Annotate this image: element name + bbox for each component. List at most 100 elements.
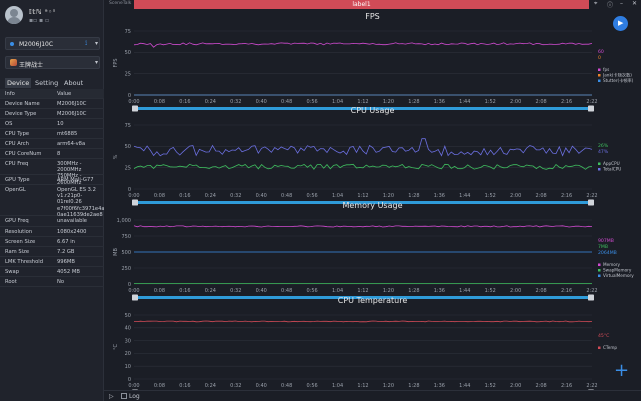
tab-about[interactable]: About [64,79,84,87]
chart-svg: 75 50 25 0% 0:00 0:08 0:16 0:24 0:32 0:40 0:48 0:56… [113,123,621,206]
timeline-scrollbar[interactable] [136,107,590,110]
location-icon[interactable]: ⌖ [594,0,598,7]
timeline-scrollbar[interactable] [136,296,590,299]
username: 𝕀𝕥ℕ ᵃ◦ˢ [29,8,56,16]
legend-label: fps [603,67,609,72]
user-subtitle: ▪▫ ▪ ▫ [29,17,50,24]
y-tick-label: 750 [121,234,131,240]
x-tick-label: 0:00 [128,383,139,389]
info-value: 8 [57,151,61,157]
y-tick-label: 0 [128,93,131,99]
table-row: GPU Type ARM Mali-G77 [0,175,104,185]
device-select[interactable]: M2006J10C ⟟ ▾ [5,37,100,50]
user-profile[interactable]: 𝕀𝕥ℕ ᵃ◦ˢ ▪▫ ▪ ▫ [5,6,99,28]
x-tick-label: 0:16 [179,99,190,105]
info-value: 7.2 GB [57,249,75,255]
x-tick-label: 2:22 [586,288,597,294]
info-key: CPU CoreNum [5,151,42,157]
legend-label: SwapMemory [603,268,632,273]
x-tick-label: 0:40 [256,288,267,294]
avatar[interactable] [5,6,23,24]
x-tick-label: 1:36 [434,383,445,389]
x-tick-label: 1:04 [332,193,343,199]
x-tick-label: 0:00 [128,99,139,105]
header-info: Info [5,91,15,97]
y-axis-label: FPS [113,58,119,67]
info-key: Device Name [5,101,40,107]
scrollbar-handle-right[interactable] [588,105,594,112]
legend-swatch [598,269,601,272]
wifi-icon[interactable]: ⟟ [85,40,88,47]
legend-label: CTemp [603,345,617,350]
x-tick-label: 2:00 [510,193,521,199]
legend-label: Jank(卡顿次数) [602,72,632,79]
scrollbar-handle-left[interactable] [132,105,138,112]
x-tick-label: 0:56 [306,383,317,389]
series-line-fps [133,42,593,48]
scrollbar-handle-right[interactable] [588,294,594,301]
x-tick-label: 0:40 [256,383,267,389]
play-button[interactable]: ▶ [613,16,628,31]
info-key: Device Type [5,111,37,117]
table-row: GPU Freq unavailable [0,216,104,227]
app-select[interactable]: 王牌战士 ▾ [5,56,100,69]
info-key: CPU Freq [5,161,29,167]
y-tick-label: 25 [125,71,131,77]
legend-label: VirtualMemory [603,273,634,278]
info-key: Root [5,279,17,285]
tab-device[interactable]: Device [5,78,32,88]
info-key: GPU Type [5,177,30,183]
chart-svg: 1,000 750 500 250 0 MB 0:00 0:08 0:16 0:24 0:32 0:4… [113,218,634,301]
y-tick-label: 250 [121,266,131,272]
info-key: Screen Size [5,239,36,245]
info-value: 6.67 in [57,239,75,245]
x-tick-label: 1:44 [459,99,470,105]
x-tick-label: 1:20 [383,288,394,294]
x-tick-label: 0:16 [179,383,190,389]
scrollbar-handle-left[interactable] [132,199,138,206]
y-axis-label: °C [113,344,119,351]
current-value: 2064MB [598,250,617,256]
series-line-Memory [133,225,593,228]
info-value: unavailable [57,218,87,224]
x-tick-label: 2:08 [535,288,546,294]
info-value: 4052 MB [57,269,80,275]
legend-swatch [598,263,601,266]
table-row: CPU Freq 300MHz - 2000MHz 750MHz - 2600MHz [0,159,104,186]
y-tick-label: 500 [121,250,131,256]
info-icon[interactable]: ⓘ [607,2,614,9]
scrollbar-handle-right[interactable] [588,199,594,206]
log-checkbox[interactable] [121,393,127,399]
chart-title: Memory Usage [342,201,403,210]
scrollbar-handle-left[interactable] [132,294,138,301]
tab-setting[interactable]: Setting [35,79,59,87]
minimize-icon[interactable]: – [620,0,623,7]
legend-swatch [598,168,601,171]
x-tick-label: 2:00 [510,288,521,294]
chart-memory: Memory Usage 1,000 750 500 250 0 MB 0:00 0:08 0:1… [104,201,641,301]
y-tick-label: 0 [128,377,131,383]
timeline-scrollbar[interactable] [136,201,590,204]
x-tick-label: 0:40 [256,99,267,105]
table-row: OS 10 [0,119,104,129]
current-value: 26% [598,143,609,149]
chart-fps: FPS 75 50 25 0 FPS 0:00 0:08 0:16 0:24 0:32 0:40 0:4… [104,12,641,112]
current-value: 45°C [598,333,609,339]
y-tick-label: 30 [125,338,131,344]
y-tick-label: 0 [128,282,131,288]
play-small-icon[interactable]: ▷ [109,393,114,400]
x-tick-label: 1:44 [459,193,470,199]
chevron-down-icon: ▾ [95,40,99,47]
x-tick-label: 2:16 [561,288,572,294]
x-tick-label: 1:12 [357,193,368,199]
info-value: 300MHz - 2000MHz 750MHz - 2600MHz [57,161,82,186]
x-tick-label: 1:52 [485,383,496,389]
x-tick-label: 0:24 [205,193,216,199]
header-value: Value [57,91,72,97]
x-tick-label: 2:08 [535,193,546,199]
legend-label: TotalCPU [602,167,621,172]
add-button[interactable]: + [614,360,630,381]
x-tick-label: 0:16 [179,193,190,199]
close-icon[interactable]: ✕ [632,0,638,7]
legend-swatch [598,79,601,82]
